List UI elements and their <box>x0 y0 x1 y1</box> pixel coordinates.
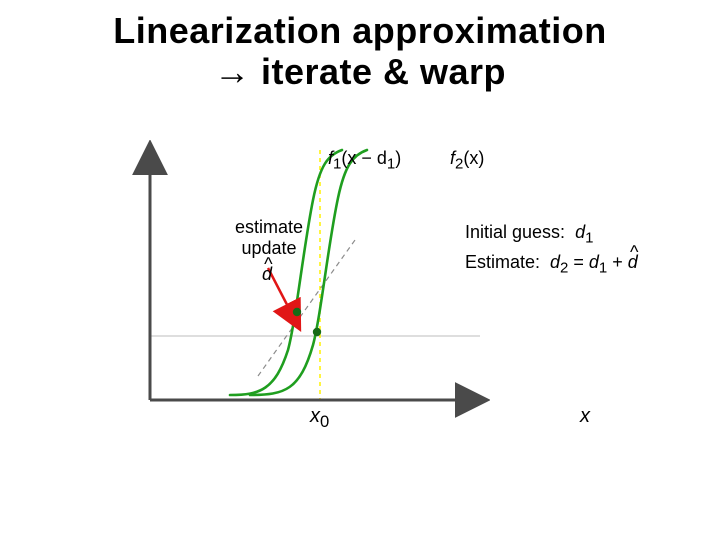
label-estimate: Estimate: d2 = d1 + d^ <box>465 252 638 277</box>
title-line-1: Linearization approximation <box>0 10 720 51</box>
slide-root: Linearization approximation→ iterate & w… <box>0 0 720 540</box>
label-f1: f1(x − d1) <box>328 148 401 173</box>
label-d-hat: d^ <box>262 264 272 285</box>
label-initial-guess: Initial guess: d1 <box>465 222 593 247</box>
figure-plot <box>110 140 490 440</box>
label-f2: f2(x) <box>450 148 484 173</box>
label-x0: x0 <box>310 405 329 432</box>
label-estimate-update: estimateupdate <box>235 217 303 259</box>
slide-title: Linearization approximation→ iterate & w… <box>0 10 720 93</box>
title-line-2: → iterate & warp <box>0 51 720 92</box>
label-x: x <box>580 405 590 428</box>
